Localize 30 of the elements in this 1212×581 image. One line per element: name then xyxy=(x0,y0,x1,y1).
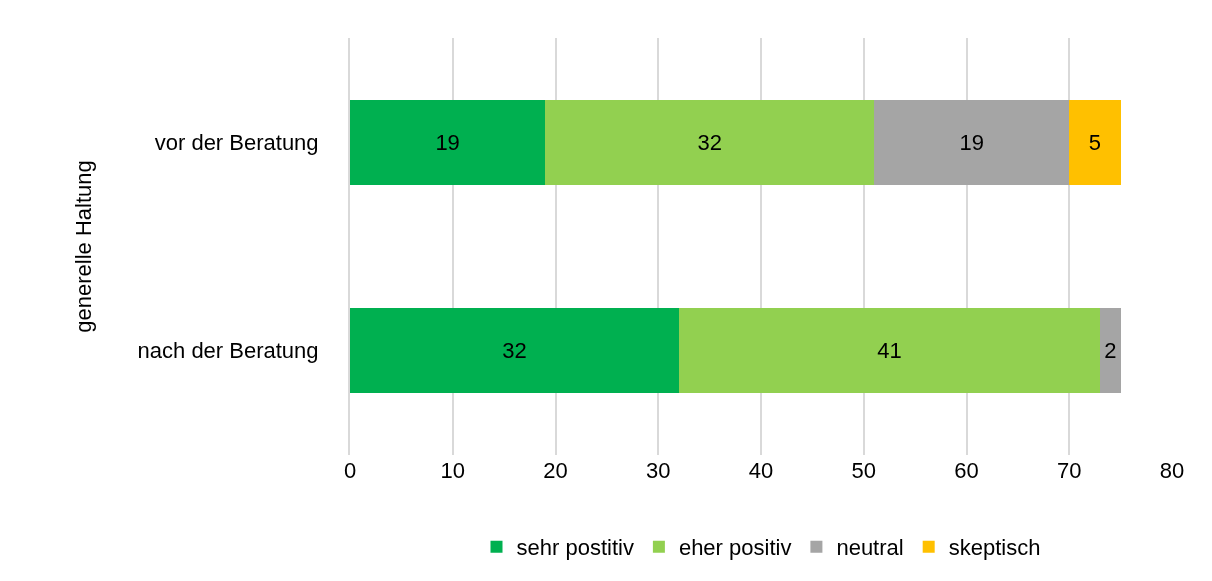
legend-label: skeptisch xyxy=(948,535,1041,561)
bar xyxy=(874,99,1070,185)
x-tick-label: 70 xyxy=(1057,458,1082,483)
y-tick-label: vor der Beratung xyxy=(154,129,319,155)
legend-label: eher positiv xyxy=(678,535,792,561)
x-tick-label: 30 xyxy=(646,458,671,483)
x-tick-label: 50 xyxy=(851,458,876,483)
data-label: 32 xyxy=(502,338,527,364)
bar xyxy=(350,308,679,394)
x-tick-label: 10 xyxy=(440,458,465,483)
y-tick-label: nach der Beratung xyxy=(137,338,319,364)
data-label: 19 xyxy=(959,129,984,155)
y-axis-title: generelle Haltung xyxy=(70,160,96,333)
data-label: 41 xyxy=(877,338,902,364)
bar xyxy=(678,308,1101,394)
legend-label: neutral xyxy=(836,535,904,561)
x-tick-label: 20 xyxy=(543,458,568,483)
bar xyxy=(350,99,546,185)
bar xyxy=(1100,308,1121,394)
x-tick-label: 40 xyxy=(748,458,774,483)
data-label: 5 xyxy=(1088,129,1102,155)
x-tick-label: 0 xyxy=(343,458,357,483)
x-tick-label: 60 xyxy=(954,458,979,483)
data-label: 32 xyxy=(697,129,722,155)
bar xyxy=(545,99,875,185)
legend-label: sehr postitiv xyxy=(516,535,634,561)
bar xyxy=(1069,99,1121,185)
data-label: 19 xyxy=(435,129,460,155)
x-tick-label: 80 xyxy=(1159,458,1185,483)
data-label: 2 xyxy=(1104,338,1117,364)
